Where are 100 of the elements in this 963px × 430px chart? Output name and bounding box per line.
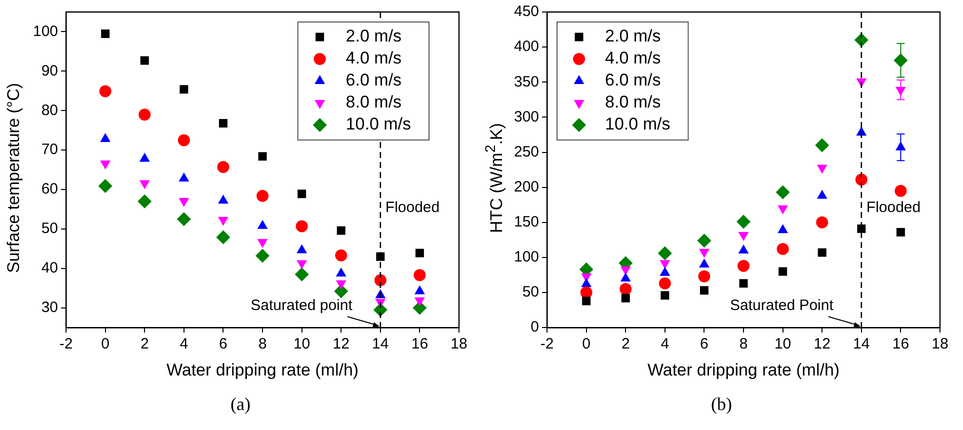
- legend-label: 6.0 m/s: [346, 70, 402, 90]
- x-tick-label: -2: [540, 336, 554, 353]
- point: [294, 267, 309, 282]
- x-tick-label: 4: [180, 336, 188, 353]
- point: [256, 248, 270, 263]
- point: [697, 234, 712, 248]
- x-tick-label: 8: [739, 336, 748, 353]
- point: [620, 283, 632, 296]
- y-tick-label: 40: [41, 260, 58, 277]
- y-tick-label: 50: [522, 284, 540, 301]
- text: (b): [710, 394, 733, 415]
- point: [698, 270, 710, 282]
- point: [258, 152, 267, 161]
- point: [335, 249, 348, 262]
- point: [855, 174, 868, 186]
- y-tick-label: 90: [41, 62, 58, 80]
- point: [857, 224, 866, 233]
- point: [699, 248, 710, 258]
- legend-label: 4.0 m/s: [605, 48, 661, 68]
- ref-line-label: Flooded: [385, 198, 440, 216]
- point: [658, 277, 671, 290]
- x-tick-label: 14: [372, 336, 389, 353]
- x-tick-label: 0: [101, 336, 110, 353]
- point: [217, 161, 230, 174]
- y-tick-label: 80: [41, 102, 58, 119]
- legend-label: 10.0 m/s: [346, 114, 412, 134]
- point: [736, 214, 751, 229]
- x-tick-label: 14: [853, 336, 870, 353]
- y-tick-label: 300: [514, 108, 540, 126]
- point: [218, 216, 228, 226]
- legend-label: 8.0 m/s: [605, 92, 661, 112]
- legend-label: 2.0 m/s: [346, 26, 402, 46]
- point: [414, 297, 425, 306]
- annotation: Saturated point: [250, 297, 354, 314]
- point: [140, 56, 149, 65]
- point: [218, 119, 228, 128]
- point: [778, 267, 788, 276]
- y-tick-label: 150: [514, 214, 540, 231]
- point: [581, 278, 592, 288]
- point: [818, 248, 826, 257]
- y-tick-label: 450: [514, 3, 540, 20]
- x-tick-label: 8: [258, 336, 267, 353]
- point: [738, 260, 750, 272]
- point: [658, 246, 672, 260]
- annotation: Saturated Point: [730, 297, 834, 314]
- x-tick-label: -2: [59, 336, 73, 353]
- legend-label: 2.0 m/s: [605, 26, 661, 46]
- point: [100, 133, 111, 142]
- x-axis-title: Water dripping rate (ml/h): [647, 360, 840, 380]
- point: [334, 284, 348, 298]
- point: [776, 243, 789, 256]
- y-tick-label: 70: [41, 141, 58, 158]
- point: [101, 29, 110, 38]
- point: [660, 291, 670, 300]
- point: [178, 134, 190, 146]
- point: [582, 296, 591, 306]
- x-tick-label: 16: [411, 336, 428, 353]
- x-tick-label: 10: [774, 336, 792, 353]
- point: [816, 164, 828, 174]
- point: [178, 198, 190, 207]
- x-tick-label: 12: [332, 336, 350, 353]
- point: [778, 205, 788, 214]
- point: [415, 248, 424, 258]
- point: [854, 33, 868, 48]
- x-tick-label: 6: [219, 336, 228, 353]
- legend-label: 4.0 m/s: [346, 48, 402, 68]
- point: [176, 212, 191, 226]
- x-tick-label: 10: [293, 336, 310, 353]
- point: [138, 108, 151, 121]
- point: [257, 238, 268, 248]
- point: [139, 180, 150, 190]
- y-tick-label: 100: [514, 248, 540, 266]
- x-tick-label: 16: [892, 336, 910, 353]
- x-tick-label: 2: [140, 336, 149, 353]
- point: [296, 220, 308, 232]
- legend-label: 6.0 m/s: [605, 70, 661, 90]
- x-axis-title: Water dripping rate (ml/h): [166, 360, 359, 380]
- point: [336, 226, 346, 235]
- point: [138, 194, 152, 208]
- point: [414, 269, 426, 282]
- x-tick-label: 4: [660, 336, 670, 353]
- ref-line-label: Flooded: [866, 198, 921, 216]
- point: [296, 260, 308, 270]
- point: [99, 85, 112, 98]
- y-tick-label: 100: [32, 22, 58, 40]
- x-tick-label: 18: [932, 336, 948, 353]
- point: [374, 274, 386, 286]
- x-tick-label: 6: [700, 336, 708, 353]
- y-tick-label: 0: [530, 318, 540, 336]
- y-tick-label: 250: [514, 143, 540, 160]
- y-tick-label: 60: [41, 180, 58, 198]
- point: [816, 216, 828, 228]
- point: [739, 279, 748, 288]
- point: [100, 160, 111, 170]
- y-tick-label: 50: [41, 220, 58, 238]
- x-tick-label: 18: [450, 336, 468, 353]
- point: [620, 272, 631, 282]
- point: [620, 266, 631, 276]
- point: [298, 190, 306, 198]
- point: [216, 230, 230, 244]
